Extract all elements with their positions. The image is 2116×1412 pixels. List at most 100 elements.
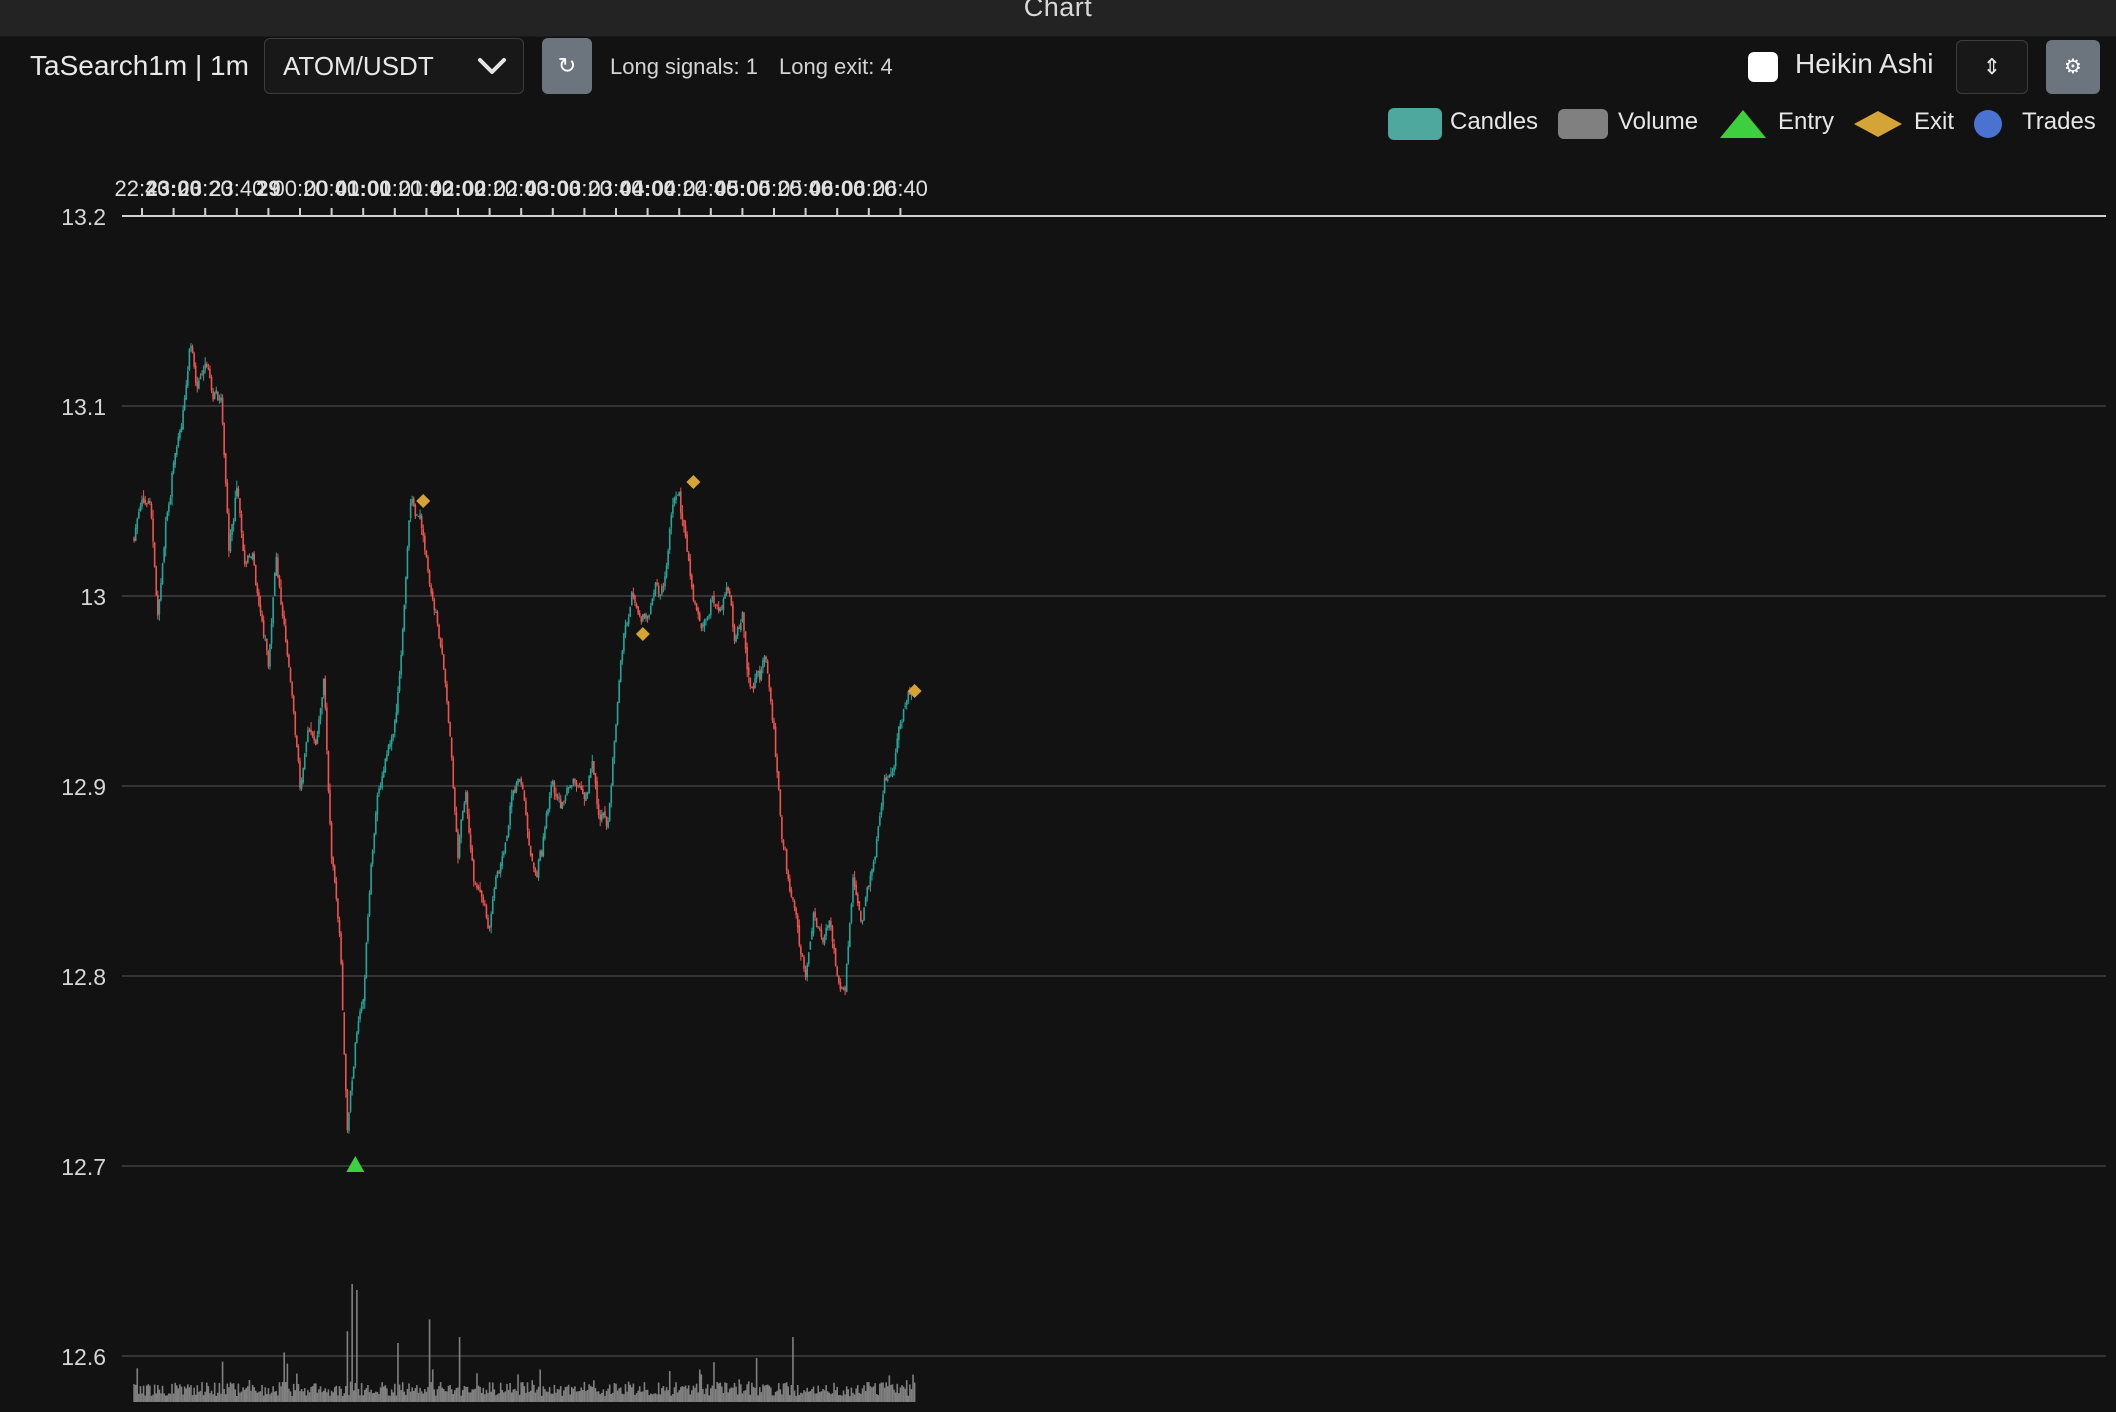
candle [267,651,270,667]
exit-marker[interactable] [907,684,922,698]
candle [425,550,428,558]
volume-bar [171,1383,173,1402]
volume-bar [533,1384,535,1402]
candle [196,382,199,388]
volume-bar [672,1393,674,1402]
heikin-ashi-checkbox[interactable] [1748,52,1778,82]
candle [679,491,682,513]
volume-bar [667,1390,669,1402]
pair-select[interactable]: ATOM/USDT [264,38,524,94]
volume-bar [338,1386,341,1402]
candle [179,430,181,438]
candle [248,555,251,558]
exit-marker[interactable] [635,627,650,641]
candle [572,779,575,784]
volume-bar [529,1390,532,1402]
candle [480,890,483,897]
volume-bar [526,1382,529,1402]
candle [321,697,323,708]
candle [473,859,475,882]
candle [278,575,281,587]
candle [828,920,831,928]
candle [400,655,402,675]
candle [414,504,417,517]
x-tick-label: 06:20 [841,176,896,201]
volume-bar [510,1392,513,1402]
volume-bar [310,1386,312,1402]
candle [559,799,562,809]
volume-bar [234,1389,237,1402]
candle [653,593,655,598]
candle [218,398,221,400]
volume-bar [239,1392,241,1402]
candle [537,859,540,878]
candle [232,520,235,525]
candle [844,987,846,991]
volume-bar [400,1390,402,1402]
candle [330,823,333,859]
volume-bar [247,1386,249,1402]
candle [594,773,597,784]
volume-bar [793,1390,796,1402]
heikin-ashi-label[interactable]: Heikin Ashi [1795,48,1934,79]
legend-exit-label: Exit [1914,108,1955,135]
candle [905,700,908,706]
volume-bar [785,1382,788,1402]
candle [266,639,268,651]
candle [261,614,263,621]
volume-bar [207,1386,210,1402]
entry-marker[interactable] [346,1156,365,1172]
volume-bar [439,1382,442,1402]
settings-button[interactable]: ⚙ [2046,40,2100,94]
volume-bar [871,1387,873,1402]
volume-bar [185,1388,188,1402]
volume-bar [509,1382,511,1402]
volume-bar [201,1382,203,1402]
candle [212,391,214,400]
volume-bar [506,1383,508,1402]
candle [444,669,447,684]
candle [561,802,564,809]
volume-bar [163,1393,165,1402]
exit-marker[interactable] [686,475,701,489]
candle [686,534,688,552]
candle [180,426,183,433]
volume-bar [465,1386,467,1402]
candle [149,500,151,504]
x-tick-label: 05:00 [714,176,770,201]
candle [509,805,511,826]
candle [830,921,832,927]
candle [488,926,491,928]
volume-bar [531,1380,534,1402]
volume-bar [632,1383,635,1402]
candle [676,494,679,496]
candle [850,904,853,923]
candle [490,913,492,928]
candle [348,1112,350,1131]
candle [616,701,619,725]
candle [602,812,605,816]
candle [860,911,862,922]
sort-toggle-button[interactable]: ⇕ [1956,40,2028,94]
candle [155,566,158,596]
volume-bar [261,1384,263,1402]
volume-bar [469,1392,472,1402]
volume-bar [602,1389,605,1402]
candle [705,618,707,620]
candle [310,729,312,733]
candle-series [133,342,916,1134]
candle [744,631,747,649]
volume-bar [722,1392,725,1402]
candle [553,782,556,793]
exit-marker[interactable] [416,494,431,508]
volume-bar [837,1395,840,1402]
candle [624,625,627,635]
volume-bar [899,1387,902,1402]
volume-bar [839,1394,842,1402]
volume-series [133,1284,916,1402]
volume-bar [653,1393,655,1402]
candle [351,1080,353,1091]
volume-bar [770,1387,772,1402]
refresh-button[interactable]: ↻ [542,38,592,94]
